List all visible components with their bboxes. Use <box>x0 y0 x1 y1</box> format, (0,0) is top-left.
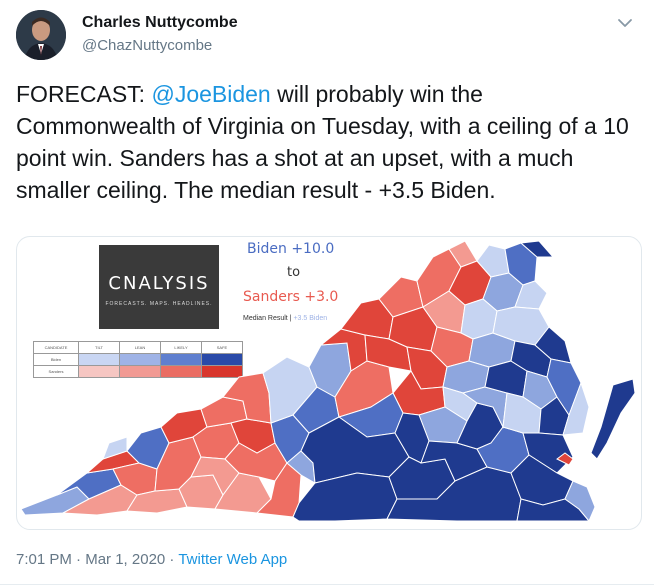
author-name[interactable]: Charles Nuttycombe <box>82 14 238 31</box>
tweet-media-image[interactable]: CNALYSIS FORECASTS. MAPS. HEADLINES. Bid… <box>16 236 642 530</box>
sanders-ceiling-label: Sanders +3.0 <box>243 289 339 305</box>
tweet-date[interactable]: Mar 1, 2020 <box>85 551 166 568</box>
legend-swatch <box>160 365 202 378</box>
tweet-meta: 7:01 PM · Mar 1, 2020 · Twitter Web App <box>16 551 287 568</box>
source-app-link[interactable]: Twitter Web App <box>178 551 288 568</box>
legend-swatch <box>78 353 120 366</box>
legend-swatch <box>78 365 120 378</box>
median-value: +3.5 Biden <box>293 315 328 322</box>
median-label: Median Result | <box>243 315 294 322</box>
legend-row-sanders: Sanders <box>33 365 243 378</box>
mention-link[interactable]: @JoeBiden <box>151 81 271 107</box>
map-legend: CANDIDATE TILT LEAN LIKELY SAFE Biden Sa… <box>33 341 243 378</box>
median-result-label: Median Result | +3.5 Biden <box>243 315 327 322</box>
logo-text: CNALYSIS <box>108 273 210 294</box>
tweet-body: will probably win the Commonwealth of Vi… <box>16 81 629 203</box>
to-label: to <box>287 265 301 280</box>
logo-tagline: FORECASTS. MAPS. HEADLINES. <box>105 301 213 307</box>
cnalysis-logo: CNALYSIS FORECASTS. MAPS. HEADLINES. <box>99 245 219 329</box>
legend-swatch <box>119 365 161 378</box>
chevron-down-icon[interactable] <box>616 14 634 32</box>
avatar[interactable] <box>16 10 66 60</box>
meta-separator: · <box>71 551 86 568</box>
avatar-photo-icon <box>16 10 66 60</box>
tweet-time[interactable]: 7:01 PM <box>16 551 72 568</box>
virginia-county-map <box>20 240 636 522</box>
legend-swatch <box>160 353 202 366</box>
meta-separator: · <box>165 551 179 568</box>
author-handle[interactable]: @ChazNuttycombe <box>82 37 213 54</box>
legend-header-row: CANDIDATE TILT LEAN LIKELY SAFE <box>33 341 243 354</box>
tweet-text: FORECAST: @JoeBiden will probably win th… <box>16 78 636 206</box>
tweet-prefix: FORECAST: <box>16 81 152 107</box>
legend-swatch <box>201 365 243 378</box>
biden-ceiling-label: Biden +10.0 <box>247 241 335 257</box>
